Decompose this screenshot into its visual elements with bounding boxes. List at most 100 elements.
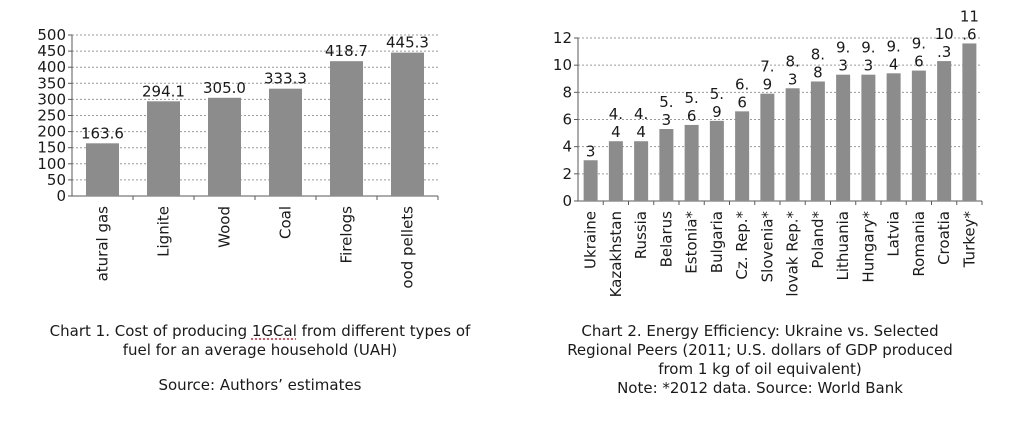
chart-2-value-label: 3 <box>838 57 848 75</box>
chart-1-y-tick-label: 300 <box>37 90 66 108</box>
chart-2-bar-bulgaria <box>709 120 724 201</box>
chart-2-value-label: 8. <box>811 45 825 63</box>
chart-1-category-label: Coal <box>277 206 295 239</box>
chart-1-y-tick-label: 400 <box>37 58 66 76</box>
chart-2-category-label: Bulgaria <box>708 211 726 273</box>
chart-2-category-label: Hungary* <box>859 211 877 283</box>
chart-1-category-label: Firelogs <box>338 206 356 264</box>
chart-1-source: Source: Authors’ estimates <box>158 376 362 394</box>
chart-2-value-label: 9. <box>886 37 900 55</box>
chart-1-bar-firelogs <box>330 61 363 196</box>
chart-2-bar-latvia <box>886 73 901 201</box>
chart-2-plot: 0246810123Ukraine4.4Kazakhstan4.4Russia5… <box>553 7 983 297</box>
chart-2-bar-slovak-rep <box>785 88 800 201</box>
chart-2-bar-turkey <box>962 43 977 201</box>
chart-2-bar-slovenia <box>760 93 775 201</box>
chart-1-y-tick-label: 250 <box>37 107 66 125</box>
chart-2-category-label: Turkey* <box>960 211 978 269</box>
chart-2-category-label: Poland* <box>809 211 827 269</box>
chart-2-value-label: 5. <box>710 85 724 103</box>
chart-2-y-tick-label: 8 <box>562 83 572 101</box>
chart-2-category-label: Ukraine <box>582 211 600 269</box>
chart-1-bar-wood <box>208 97 241 196</box>
chart-2-value-label: 5. <box>659 93 673 111</box>
chart-1-value-label: 163.6 <box>81 124 124 142</box>
chart-2-caption-line-1: Chart 2. Energy Efficiency: Ukraine vs. … <box>581 322 939 340</box>
chart-2-category-label: Slovenia* <box>758 211 776 283</box>
chart-2-value-label: 8. <box>785 52 799 70</box>
chart-2-bar-belarus <box>659 129 674 201</box>
chart-2-bar-poland <box>810 81 825 201</box>
chart-1-value-label: 333.3 <box>264 70 307 88</box>
chart-1-bar-lignite <box>147 101 180 196</box>
chart-2-value-label: 4 <box>636 123 646 141</box>
chart-1-bar-wood-pellets <box>391 52 424 196</box>
chart-2-y-tick-label: 12 <box>553 29 572 47</box>
chart-2-value-label: .3 <box>937 43 951 61</box>
chart-2-value-label: 4. <box>634 105 648 123</box>
chart-1-value-label: 418.7 <box>325 42 368 60</box>
chart-2-category-label: lovak Rep.* <box>784 211 802 297</box>
chart-2-bar-lithuania <box>836 74 851 201</box>
chart-2-category-label: Latvia <box>885 211 903 257</box>
chart-2-caption-line-3: from 1 kg of oil equivalent) <box>658 360 862 378</box>
chart-2-category-label: Croatia <box>935 211 953 265</box>
chart-1-caption-pre: Chart 1. Cost of producing <box>49 322 252 340</box>
chart-2-category-label: Estonia* <box>683 211 701 274</box>
chart-2-bar-russia <box>634 141 649 201</box>
chart-1-y-tick-label: 0 <box>56 187 66 205</box>
chart-1-caption-line-1: Chart 1. Cost of producing 1GCal from di… <box>0 322 520 341</box>
chart-1-y-tick-label: 150 <box>37 139 66 157</box>
chart-2-note: Note: *2012 data. Source: World Bank <box>617 379 903 397</box>
chart-2-y-tick-label: 6 <box>562 111 572 129</box>
chart-2-value-label: 8 <box>813 63 823 81</box>
chart-1-caption-gcal: 1GCal <box>251 322 297 340</box>
chart-2-panel: 0 2 4 6 8 10 12 3 Ukraine 4. 4 Kazakhstan 4. 4 Russia 5… <box>520 0 1024 429</box>
chart-2-value-label: 3 <box>788 70 798 88</box>
chart-1-category-label: Wood <box>216 206 234 248</box>
chart-2-value-label: 11 <box>960 7 979 25</box>
chart-2-y-tick-label: 10 <box>553 56 572 74</box>
chart-2-bar-estonia <box>684 124 699 201</box>
chart-2-caption-line-2: Regional Peers (2011; U.S. dollars of GD… <box>567 341 953 359</box>
chart-2-value-label: 9. <box>861 39 875 57</box>
chart-2-value-label: 6 <box>687 107 697 125</box>
chart-2-caption: Chart 2. Energy Efficiency: Ukraine vs. … <box>520 322 1000 398</box>
chart-2-value-label: .6 <box>962 25 976 43</box>
chart-2-value-label: 9. <box>912 35 926 53</box>
chart-1-y-tick-label: 50 <box>47 171 66 189</box>
chart-2-value-label: 5. <box>684 89 698 107</box>
chart-2-bar-ukraine <box>583 160 598 201</box>
chart-2-value-label: 4 <box>889 55 899 73</box>
chart-1-bar-coal <box>269 88 302 196</box>
chart-2-value-label: 6. <box>735 75 749 93</box>
chart-2-y-tick-label: 0 <box>562 192 572 210</box>
chart-2-bar-romania <box>911 70 926 201</box>
chart-1-y-tick-label: 450 <box>37 42 66 60</box>
chart-2-category-label: Cz. Rep.* <box>733 211 751 280</box>
chart-1-value-label: 294.1 <box>142 82 185 100</box>
chart-1-y-tick-label: 200 <box>37 123 66 141</box>
chart-2-y-tick-label: 2 <box>562 165 572 183</box>
chart-1-value-label: 445.3 <box>386 34 429 52</box>
chart-2-value-label: 7. <box>760 58 774 76</box>
chart-1-y-tick-label: 500 <box>37 26 66 44</box>
chart-2-value-label: 9. <box>836 39 850 57</box>
chart-2-category-label: Romania <box>910 211 928 277</box>
chart-2-category-label: Lithuania <box>834 211 852 280</box>
chart-1-caption-line-2: fuel for an average household (UAH) <box>122 341 398 359</box>
chart-1-panel: 0 50 100 150 200 250 300 350 400 450 500 163.6 atura… <box>0 26 520 395</box>
chart-2-value-label: 9 <box>712 103 722 121</box>
chart-1-category-label: Lignite <box>155 206 173 257</box>
chart-2-bar-cz-rep <box>735 111 750 201</box>
chart-1-caption: Chart 1. Cost of producing 1GCal from di… <box>0 322 520 395</box>
chart-1-y-tick-label: 100 <box>37 155 66 173</box>
chart-1-category-label: atural gas <box>94 206 112 282</box>
chart-2-value-label: 10 <box>935 25 954 43</box>
chart-1-caption-post: from different types of <box>296 322 471 340</box>
chart-2-category-label: Belarus <box>657 211 675 268</box>
chart-2-bar-croatia <box>937 61 952 201</box>
chart-1-bar-natural-gas <box>86 143 119 196</box>
chart-2-value-label: 3 <box>864 57 874 75</box>
